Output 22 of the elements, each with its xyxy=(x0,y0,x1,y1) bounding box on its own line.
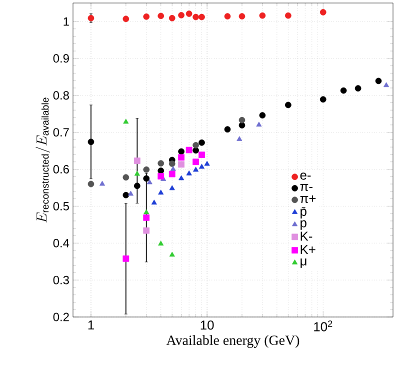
y-tick-label: 0.2 xyxy=(53,312,69,322)
y-tick-label: 0.8 xyxy=(53,91,69,100)
y-tick-label: 0.3 xyxy=(53,276,69,284)
x-tick-label: 10$^{2}$ xyxy=(314,320,332,332)
legend-label: e- xyxy=(300,172,311,180)
x-axis-title: Available energy (GeV) xyxy=(166,335,300,348)
y-tick-label: 1 xyxy=(64,17,69,26)
y-tick-label: 0.7 xyxy=(53,128,69,137)
legend-label: π- xyxy=(300,184,312,192)
y-tick-label: 0.9 xyxy=(53,54,69,63)
legend-label: p xyxy=(300,220,306,230)
legend-label: μ xyxy=(300,258,306,268)
y-tick-label: 0.5 xyxy=(53,202,69,210)
legend-label: π+ xyxy=(300,195,316,203)
legend-label: K+ xyxy=(300,245,316,254)
y-axis-title: $E_{\mathrm{reconstructed}}/E_{\mathrm{available}}$ xyxy=(36,98,50,223)
y-tick-label: 0.4 xyxy=(53,238,70,248)
legend-label: p̄ xyxy=(300,207,306,218)
x-tick-label: 10 xyxy=(200,320,214,330)
x-tick-label: 1 xyxy=(88,320,94,330)
legend-label: K- xyxy=(300,232,312,241)
y-tick-label: 0.6 xyxy=(53,165,69,174)
